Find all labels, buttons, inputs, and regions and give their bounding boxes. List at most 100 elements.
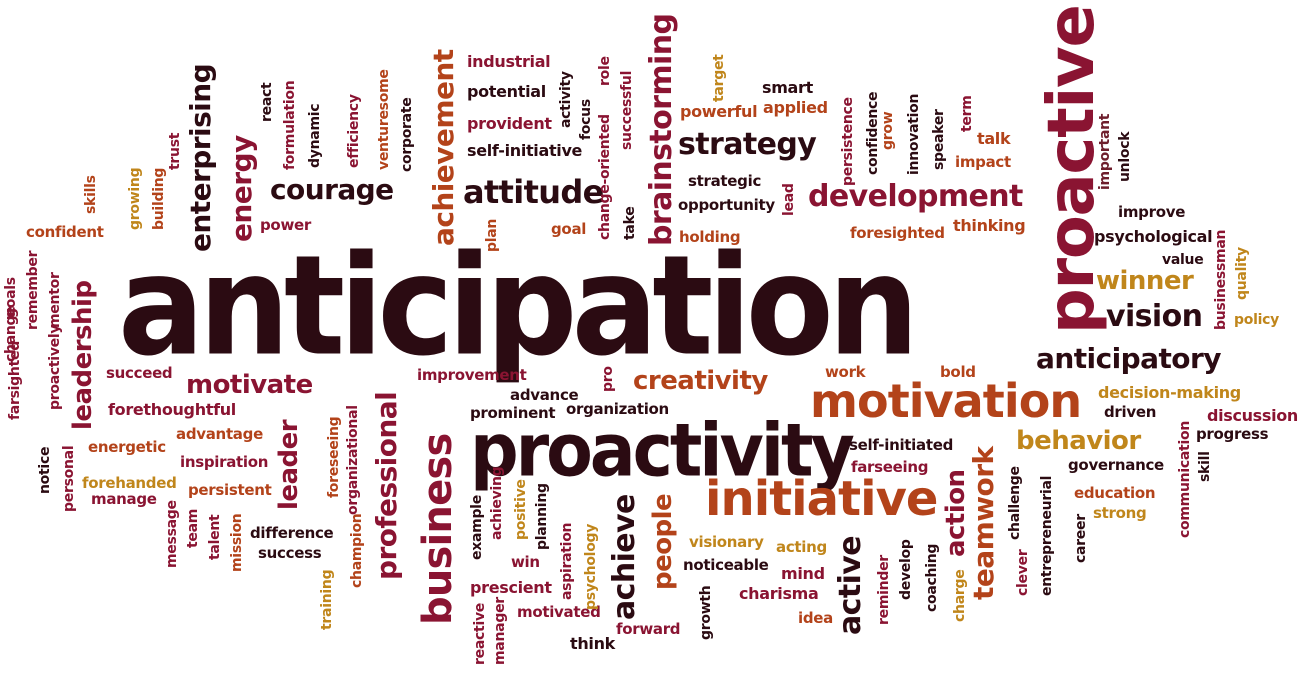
- word-businessman: businessman: [1213, 229, 1229, 330]
- word-improvement: improvement: [417, 366, 527, 384]
- word-advantage: advantage: [176, 425, 263, 443]
- word-activity: activity: [558, 71, 574, 128]
- word-energy: energy: [225, 135, 258, 242]
- word-energetic: energetic: [88, 438, 166, 456]
- word-forehanded: forehanded: [82, 474, 177, 492]
- word-mentor: mentor: [47, 272, 63, 328]
- word-success: success: [258, 544, 322, 562]
- word-courage: courage: [270, 173, 394, 206]
- word-noticeable: noticeable: [683, 556, 769, 574]
- word-grow: grow: [880, 111, 896, 150]
- word-initiative: initiative: [705, 471, 938, 527]
- word-speaker: speaker: [931, 109, 947, 170]
- word-charisma: charisma: [739, 584, 819, 603]
- word-power: power: [260, 216, 311, 234]
- word-farseeing: farseeing: [851, 458, 929, 476]
- word-vision: vision: [1106, 299, 1203, 334]
- word-decision-making: decision-making: [1098, 383, 1241, 402]
- word-charge: charge: [952, 569, 968, 622]
- word-mind: mind: [781, 564, 825, 583]
- word-business: business: [415, 433, 461, 625]
- word-thinking: thinking: [953, 216, 1026, 235]
- word-leader: leader: [274, 419, 304, 510]
- word-industrial: industrial: [467, 52, 551, 71]
- word-proactively: proactively: [47, 324, 63, 410]
- word-strategy: strategy: [678, 127, 817, 162]
- word-attitude: attitude: [463, 173, 604, 211]
- word-foresighted: foresighted: [850, 224, 945, 242]
- word-dynamic: dynamic: [307, 103, 323, 168]
- word-acting: acting: [776, 538, 827, 556]
- word-people: people: [648, 493, 678, 590]
- word-active: active: [833, 536, 868, 635]
- word-clever: clever: [1015, 549, 1031, 596]
- word-governance: governance: [1068, 456, 1164, 474]
- word-education: education: [1074, 484, 1156, 502]
- word-mission: mission: [229, 513, 245, 572]
- word-goal: goal: [551, 220, 587, 238]
- word-progress: progress: [1196, 425, 1269, 443]
- word-provident: provident: [467, 114, 552, 133]
- word-psychology: psychology: [583, 523, 599, 610]
- word-motivated: motivated: [517, 603, 601, 621]
- word-inspiration: inspiration: [180, 453, 269, 471]
- word-role: role: [597, 56, 613, 86]
- word-prominent: prominent: [470, 404, 556, 422]
- word-training: training: [319, 569, 335, 630]
- word-advance: advance: [510, 386, 579, 404]
- word-confidence: confidence: [865, 91, 881, 175]
- word-achieving: achieving: [489, 466, 505, 540]
- word-difference: difference: [250, 524, 334, 542]
- word-enterprising: enterprising: [184, 63, 217, 252]
- word-career: career: [1073, 514, 1089, 563]
- word-challenge: challenge: [1007, 466, 1023, 540]
- word-manage: manage: [91, 490, 157, 508]
- word-growing: growing: [127, 167, 143, 230]
- word-foreseeing: foreseeing: [326, 416, 342, 498]
- word-plan: plan: [484, 218, 500, 252]
- word-entrepreneurial: entrepreneurial: [1039, 475, 1055, 596]
- word-innovation: innovation: [906, 93, 922, 175]
- word-winner: winner: [1096, 266, 1194, 296]
- word-reminder: reminder: [876, 555, 892, 625]
- word-self-initiated: self-initiated: [849, 436, 954, 454]
- word-policy: policy: [1234, 312, 1279, 328]
- word-behavior: behavior: [1016, 426, 1141, 456]
- word-take: take: [622, 206, 638, 240]
- word-react: react: [259, 82, 275, 122]
- word-brainstorming: brainstorming: [644, 13, 679, 246]
- word-visionary: visionary: [689, 533, 764, 551]
- word-skill: skill: [1197, 451, 1213, 482]
- word-building: building: [151, 167, 167, 230]
- word-forward: forward: [616, 620, 681, 638]
- word-personal: personal: [61, 445, 77, 512]
- word-strategic: strategic: [688, 172, 762, 190]
- word-applied: applied: [763, 98, 828, 117]
- word-focus: focus: [578, 99, 594, 140]
- word-succeed: succeed: [106, 364, 173, 382]
- word-unlock: unlock: [1117, 131, 1133, 182]
- word-growth: growth: [698, 585, 714, 640]
- word-motivate: motivate: [186, 370, 313, 400]
- word-smart: smart: [762, 78, 813, 97]
- word-impact: impact: [955, 153, 1011, 171]
- word-opportunity: opportunity: [678, 196, 775, 214]
- word-team: team: [185, 508, 201, 548]
- word-planning: planning: [534, 483, 550, 550]
- word-organization: organization: [566, 400, 669, 418]
- word-talent: talent: [207, 514, 223, 560]
- word-farsighted: farsighted: [7, 341, 23, 420]
- word-anticipatory: anticipatory: [1036, 342, 1221, 375]
- word-message: message: [164, 500, 180, 568]
- word-discussion: discussion: [1206, 406, 1298, 425]
- word-pro: pro: [600, 366, 616, 392]
- word-change-oriented: change-oriented: [597, 114, 613, 240]
- word-example: example: [469, 495, 485, 560]
- word-value: value: [1162, 252, 1204, 268]
- word-psychological: psychological: [1094, 227, 1213, 246]
- word-prescient: prescient: [470, 578, 552, 597]
- word-powerful: powerful: [680, 102, 758, 121]
- word-forethoughtful: forethoughtful: [108, 400, 236, 419]
- word-remember: remember: [25, 250, 41, 330]
